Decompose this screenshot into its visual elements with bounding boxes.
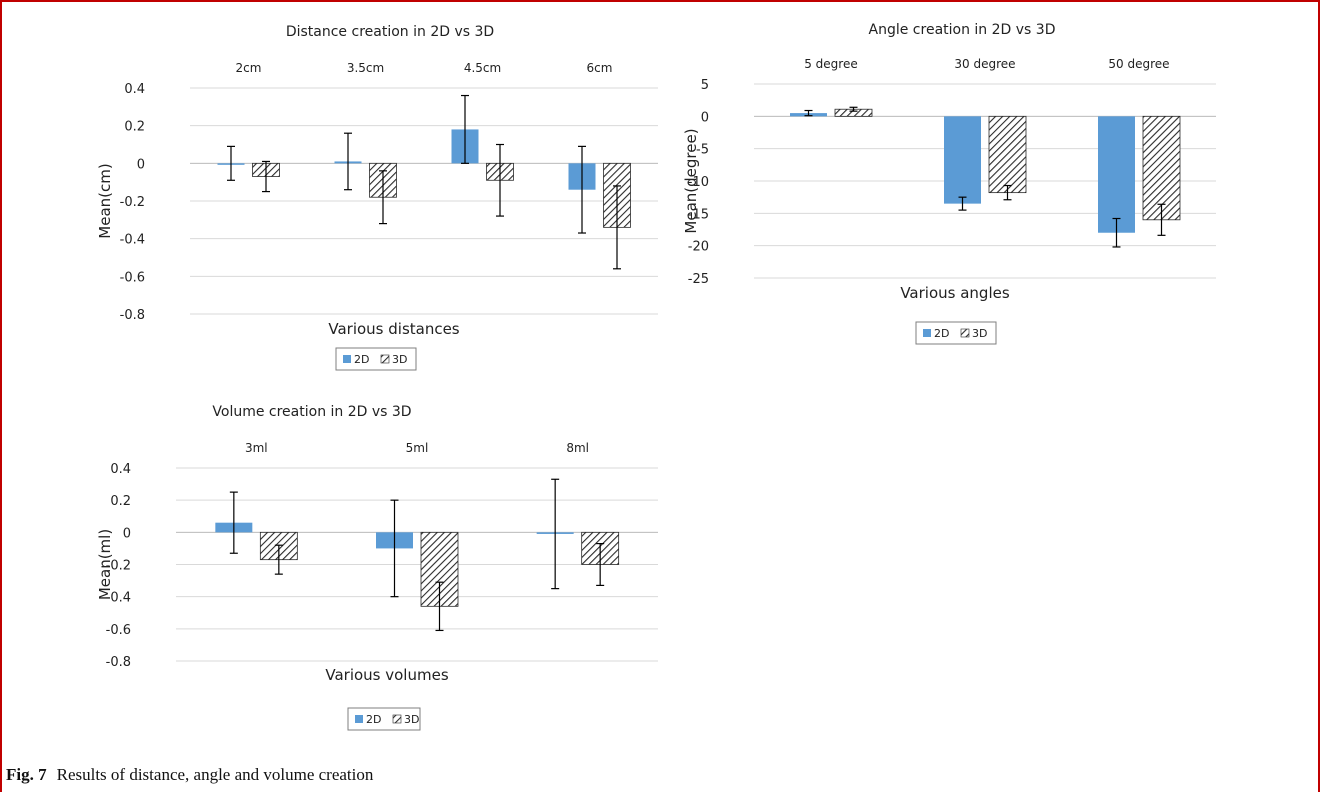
legend-box (335, 347, 417, 371)
caption-label: Fig. 7 (6, 765, 47, 784)
x-axis-label: Various angles (900, 284, 1010, 302)
y-tick-label: 0 (123, 526, 131, 541)
y-tick-label: -0.4 (120, 233, 145, 248)
y-tick-label: -20 (688, 240, 709, 255)
y-tick-label: -0.6 (106, 623, 131, 638)
y-tick-label: -0.2 (120, 195, 145, 210)
category-label: 2cm (236, 61, 262, 75)
legend-box (347, 707, 421, 731)
legend: 2D 3D (335, 347, 417, 371)
category-label: 50 degree (1108, 57, 1169, 71)
volume-chart-panel: Volume creation in 2D vs 3D 0.4 0.2 0 -0.2 -0… (90, 398, 670, 738)
bar-3d (988, 115, 1027, 194)
y-tick-label: -10 (688, 175, 709, 190)
category-label: 5 degree (804, 57, 858, 71)
x-axis-label: Various distances (328, 320, 459, 338)
distance-chart-panel: Distance creation in 2D vs 3D 0.4 0.2 0 -0.2… (90, 18, 670, 383)
legend-swatch (392, 714, 402, 724)
legend: 2D 3D (347, 707, 421, 731)
angle-chart: Angle creation in 2D vs 3D 5 0 -5 -10 -15 -20 -… (682, 22, 1216, 345)
y-tick-label: 0.4 (124, 82, 145, 97)
y-tick-label: 0 (701, 110, 709, 125)
legend-swatch (380, 354, 390, 364)
volume-chart: Volume creation in 2D vs 3D 0.4 0.2 0 -0.2 -0… (96, 404, 658, 731)
y-tick-label: 0.4 (110, 462, 131, 477)
legend-swatch (923, 329, 931, 337)
chart-title: Distance creation in 2D vs 3D (286, 24, 494, 40)
category-label: 8ml (566, 441, 589, 455)
y-tick-label: 0 (137, 157, 145, 172)
chart-title: Volume creation in 2D vs 3D (212, 404, 411, 420)
y-tick-label: -0.8 (120, 308, 145, 323)
chart-title: Angle creation in 2D vs 3D (869, 22, 1056, 38)
bar-2d (1098, 116, 1135, 233)
caption-text: Results of distance, angle and volume cr… (56, 765, 374, 784)
legend-label: 2D (366, 713, 381, 726)
legend-label: 2D (934, 327, 949, 340)
y-tick-label: -0.6 (120, 270, 145, 285)
legend-swatch (960, 328, 970, 338)
angle-chart-panel: Angle creation in 2D vs 3D 5 0 -5 -10 -15 -20 -… (676, 18, 1236, 358)
legend-label: 3D (404, 713, 419, 726)
legend-box (915, 321, 997, 345)
bar-2d (944, 116, 981, 204)
category-label: 5ml (406, 441, 429, 455)
legend-label: 3D (392, 353, 407, 366)
y-axis-label: Mean(cm) (96, 163, 114, 238)
y-tick-label: -0.8 (106, 655, 131, 670)
y-tick-label: -15 (688, 207, 709, 222)
legend: 2D 3D (915, 321, 997, 345)
legend-label: 3D (972, 327, 987, 340)
category-label: 30 degree (954, 57, 1015, 71)
bar-3d (1142, 115, 1181, 221)
y-tick-label: 0.2 (110, 494, 131, 509)
y-tick-label: 0.2 (124, 120, 145, 135)
category-label: 4.5cm (464, 61, 501, 75)
y-axis-label: Mean(degree) (682, 128, 700, 233)
distance-chart: Distance creation in 2D vs 3D 0.4 0.2 0 -0.2… (96, 24, 658, 371)
legend-swatch (343, 355, 351, 363)
y-tick-label: -25 (688, 272, 709, 287)
category-label: 3ml (245, 441, 268, 455)
legend-label: 2D (354, 353, 369, 366)
legend-swatch (355, 715, 363, 723)
y-tick-label: -5 (696, 143, 709, 158)
y-tick-label: -0.2 (106, 559, 131, 574)
x-axis-label: Various volumes (325, 666, 448, 684)
y-tick-label: -0.4 (106, 591, 131, 606)
category-label: 6cm (587, 61, 613, 75)
y-axis-label: Mean(ml) (96, 529, 114, 600)
y-tick-label: 5 (701, 78, 709, 93)
figure-caption: Fig. 7 Results of distance, angle and vol… (6, 765, 373, 785)
category-label: 3.5cm (347, 61, 384, 75)
